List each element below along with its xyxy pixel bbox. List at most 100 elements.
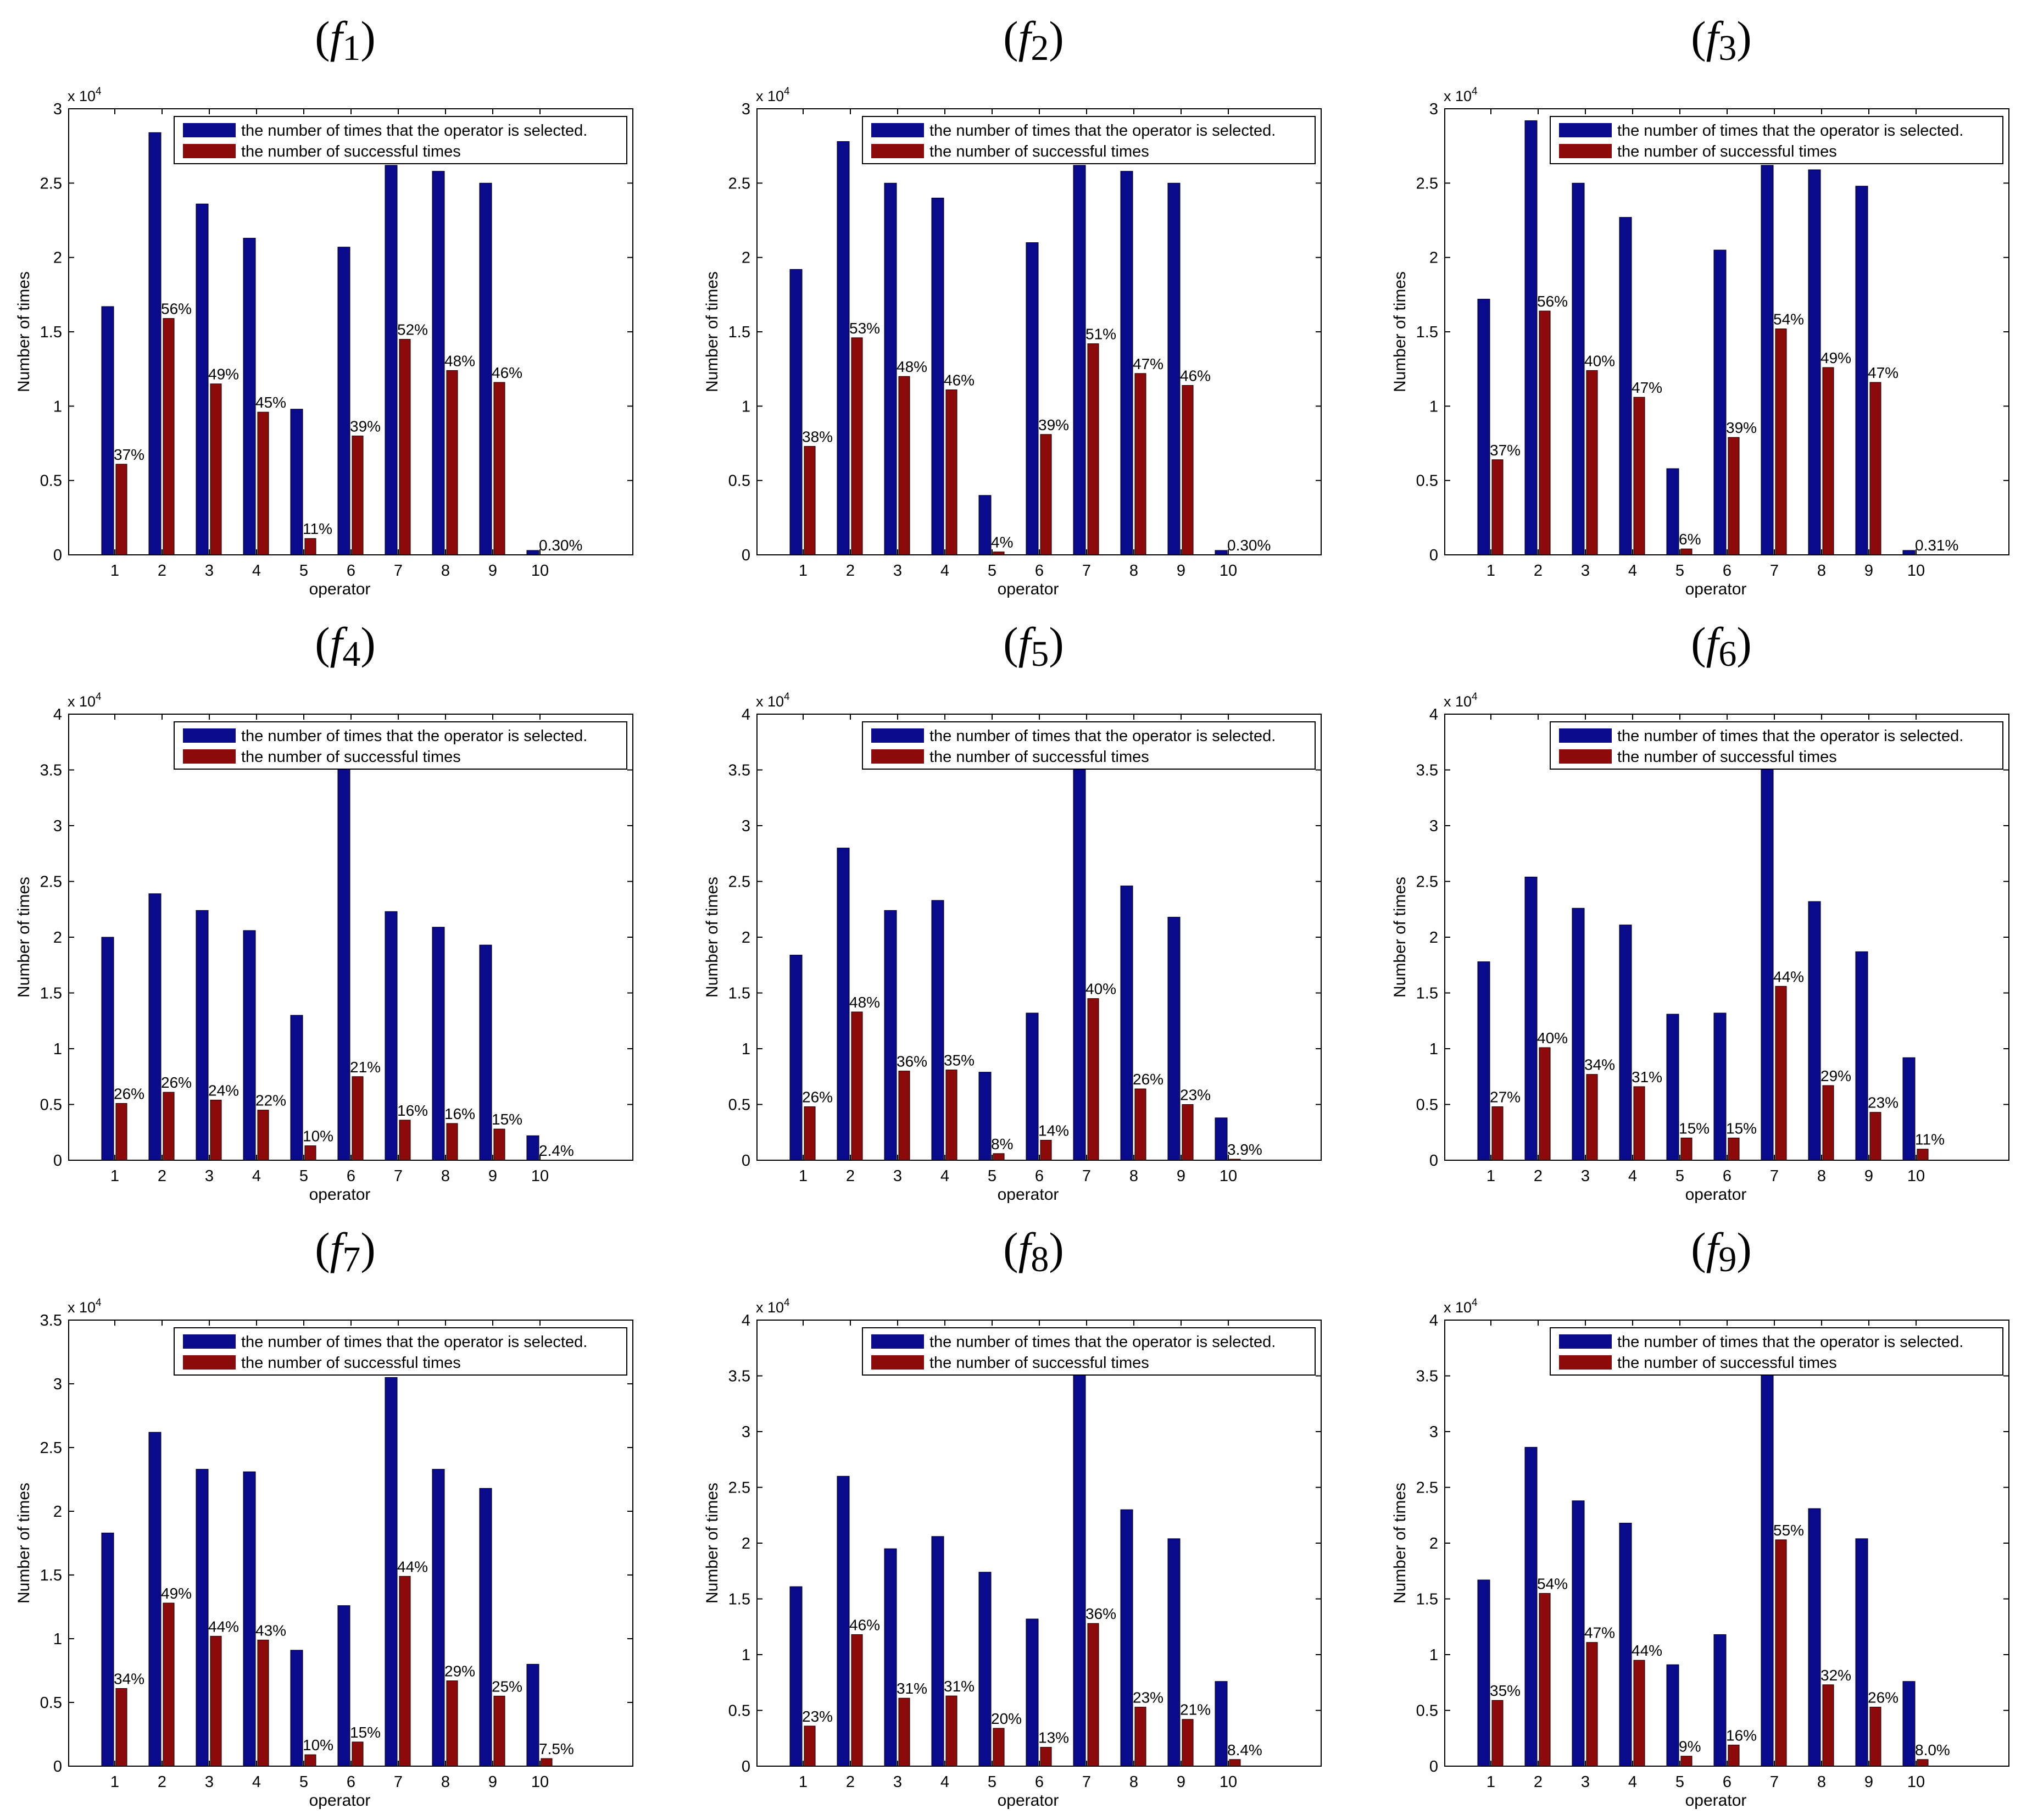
xtick-label: 1 [799,1773,808,1791]
bar-successful-7 [1775,1539,1787,1767]
bar-successful-9 [493,1128,505,1161]
ytick-label: 4 [742,706,750,723]
ytick-label: 0.5 [728,1702,750,1720]
ytick-label: 0.5 [40,1097,62,1114]
bar-successful-10 [1229,1159,1241,1161]
legend-box [174,116,627,164]
xtick-label: 8 [1817,1773,1826,1791]
bar-selected-1 [101,937,114,1161]
ytick-label: 4 [1429,706,1438,723]
bar-successful-7 [399,1120,411,1161]
xtick-label: 8 [1817,1167,1826,1185]
bar-successful-5 [304,538,316,555]
xtick-label: 10 [1220,1773,1237,1791]
chart-title: (f1) [315,12,375,68]
bar-selected-10 [1902,1681,1916,1767]
ytick-label: 1 [1429,1040,1438,1058]
bar-successful-1 [1491,1106,1504,1161]
bar-selected-2 [148,893,162,1161]
bar-successful-3 [210,1635,222,1767]
percent-label-1: 34% [114,1670,144,1687]
percent-label-7: 16% [397,1102,428,1119]
ytick-label: 3.5 [1416,1368,1438,1385]
bar-selected-6 [1026,1012,1039,1161]
percent-label-2: 26% [161,1074,192,1091]
x-axis-label: operator [998,580,1059,598]
ytick-label: 1 [742,1646,750,1664]
y-axis-label: Number of times [703,271,721,392]
percent-label-8: 26% [1133,1071,1163,1088]
xtick-label: 8 [441,562,450,580]
xtick-label: 7 [394,1773,403,1791]
ytick-label: 3.5 [40,762,62,780]
bar-selected-8 [1120,1509,1133,1767]
xtick-label: 4 [252,562,261,580]
percent-label-3: 34% [1584,1056,1615,1073]
xtick-label: 3 [1581,562,1590,580]
xtick-label: 8 [441,1773,450,1791]
xtick-label: 5 [988,562,996,580]
chart-title: (f6) [1691,618,1751,674]
bar-selected-1 [1477,298,1490,555]
xtick-label: 5 [988,1773,996,1791]
percent-label-8: 23% [1133,1689,1163,1706]
xtick-label: 5 [1675,562,1684,580]
xtick-label: 6 [1035,562,1044,580]
xtick-label: 8 [1129,1773,1138,1791]
y-axis-label: Number of times [15,877,33,998]
bar-successful-10 [1917,1149,1929,1161]
bar-selected-7 [1073,165,1086,555]
bar-successful-1 [804,446,816,555]
bar-successful-6 [352,1076,364,1161]
percent-label-10: 2.4% [539,1142,574,1159]
bar-selected-2 [1524,876,1538,1161]
xtick-label: 3 [893,1167,902,1185]
xtick-label: 10 [1907,1773,1925,1791]
ytick-label: 2 [742,1535,750,1552]
ytick-label: 3 [1429,1423,1438,1441]
bar-selected-6 [337,247,350,555]
bar-successful-2 [1539,1593,1551,1767]
percent-label-10: 0.30% [1227,537,1271,554]
ytick-label: 3 [742,1423,750,1441]
xtick-label: 5 [299,562,308,580]
percent-label-9: 47% [1868,364,1898,381]
ytick-label: 1 [53,1630,62,1648]
bar-successful-9 [1182,1104,1194,1161]
xtick-label: 3 [893,562,902,580]
xtick-label: 9 [488,1773,497,1791]
exponent-label: x 104 [756,86,790,104]
percent-label-9: 15% [492,1111,522,1128]
bar-selected-8 [432,171,445,555]
xtick-label: 9 [1177,1773,1185,1791]
legend-label-successful: the number of successful times [241,1354,461,1372]
bar-selected-7 [385,1377,398,1767]
ytick-label: 2.5 [1416,873,1438,891]
percent-label-1: 23% [802,1708,833,1725]
percent-label-5: 6% [1679,531,1701,548]
bar-selected-9 [1167,182,1181,555]
bar-selected-10 [1215,1117,1228,1161]
bar-selected-3 [1572,1500,1585,1767]
legend-label-selected: the number of times that the operator is… [929,727,1276,745]
xtick-label: 8 [441,1167,450,1185]
ytick-label: 3 [742,101,750,118]
percent-label-5: 4% [991,534,1013,551]
xtick-label: 9 [1177,1167,1185,1185]
bar-selected-7 [1761,1370,1774,1767]
bar-selected-9 [1167,1538,1181,1767]
ytick-label: 0 [53,1152,62,1170]
bar-successful-1 [115,1103,127,1161]
bar-successful-4 [1633,1660,1645,1767]
percent-label-4: 35% [944,1052,975,1069]
bar-selected-1 [101,1532,114,1767]
x-axis-label: operator [1685,580,1747,598]
bar-successful-1 [804,1726,816,1767]
bar-selected-1 [789,954,803,1161]
xtick-label: 10 [531,562,549,580]
xtick-label: 4 [940,562,949,580]
percent-label-10: 7.5% [539,1740,574,1757]
bar-successful-3 [1586,1074,1598,1161]
ytick-label: 1 [742,398,750,415]
percent-label-2: 56% [1537,293,1568,310]
